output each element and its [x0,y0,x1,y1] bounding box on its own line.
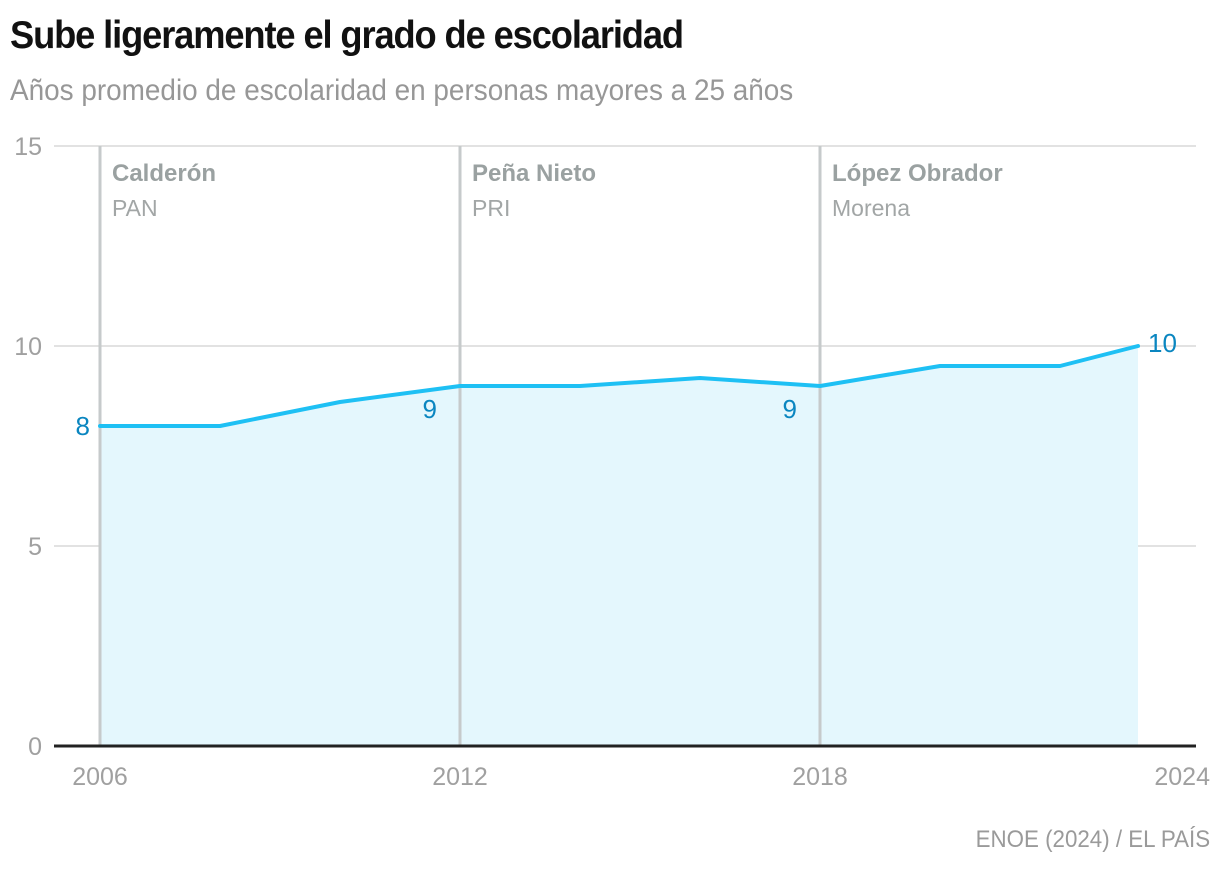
president-name: López Obrador [832,160,1003,187]
data-label: 8 [76,411,90,441]
president-party: PRI [472,195,510,221]
y-tick-label: 15 [14,133,42,161]
source-credit: ENOE (2024) / EL PAÍS [975,826,1210,853]
president-party: Morena [832,195,910,221]
presidential-periods: Calderón PAN Peña Nieto PRI López Obrador Mor… [98,146,1003,746]
y-tick-label: 0 [28,733,42,761]
y-tick-label: 10 [14,333,42,361]
area-layer [100,346,1138,746]
data-label: 9 [423,394,437,424]
data-label: 10 [1148,328,1177,358]
line-layer [98,344,1140,428]
axes: 0 5 10 15 2006 2012 2018 2024 [14,133,1210,791]
chart-title: Sube ligeramente el grado de escolaridad [10,14,684,57]
x-tick-label: 2006 [72,763,128,791]
data-labels: 8 9 9 10 [76,328,1177,441]
series-area [100,346,1138,746]
x-tick-label: 2012 [432,763,488,791]
x-tick-label: 2018 [792,763,848,791]
y-tick-label: 5 [28,533,42,561]
president-party: PAN [112,195,158,221]
chart-subtitle: Años promedio de escolaridad en personas… [10,74,794,107]
x-tick-label: 2024 [1154,763,1210,791]
president-name: Calderón [112,160,216,187]
president-name: Peña Nieto [472,160,596,187]
data-label: 9 [783,394,797,424]
series-line [98,344,1140,428]
